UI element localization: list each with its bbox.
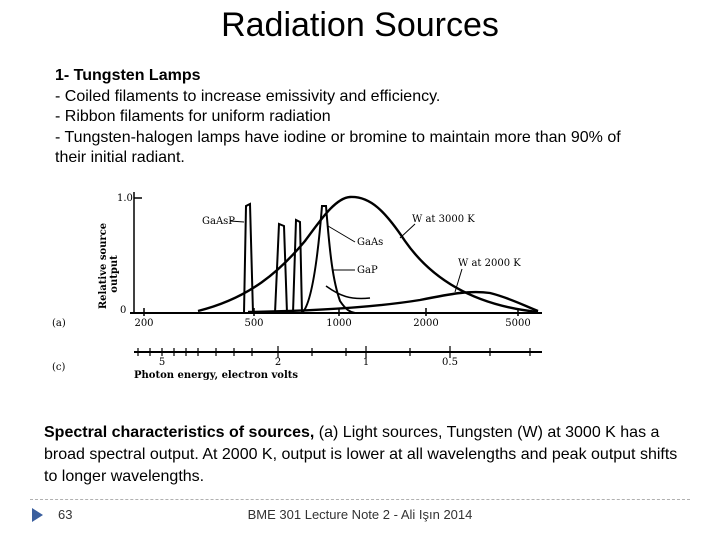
energy-tick-label: 0.5 (442, 357, 458, 368)
y-axis-label: Relative source (98, 223, 109, 309)
label-pointer (327, 225, 356, 243)
wavelength-tick-label: 500 (244, 318, 263, 329)
figure-caption: Spectral characteristics of sources, (a)… (44, 422, 694, 488)
wavelength-tick-label: 5000 (505, 318, 530, 329)
energy-ticks (137, 346, 531, 358)
label-pointer (399, 223, 416, 239)
energy-axis-label: Photon energy, electron volts (134, 370, 298, 381)
y-tick-bottom: 0 (120, 305, 126, 316)
bullet-line: - Ribbon filaments for uniform radiation (55, 108, 331, 125)
curve-label-gaasp: GaAsP (202, 216, 235, 227)
bullet-line: their initial radiant. (55, 149, 185, 166)
bullet-line: - Coiled filaments to increase emissivit… (55, 87, 441, 105)
wavelength-tick-label: 2000 (413, 318, 438, 329)
page-number: 63 (58, 507, 73, 522)
panel-label-c: (c) (52, 362, 66, 373)
arrow-bullet-icon (32, 508, 43, 522)
y-tick-top: 1.0 (117, 193, 133, 204)
energy-tick-label: 2 (275, 357, 281, 368)
label-pointer (454, 268, 463, 293)
footer-text: BME 301 Lecture Note 2 - Ali Işın 2014 (247, 507, 473, 522)
curve-peak (292, 218, 303, 314)
curve-label-w2000: W at 2000 K (458, 258, 521, 269)
curve-gaas (301, 205, 356, 314)
panel-label-a: (a) (52, 318, 66, 329)
slide-body: 1- Tungsten Lamps - Coiled filaments to … (55, 66, 705, 169)
footer-divider (30, 499, 690, 500)
energy-tick-label: 1 (363, 357, 369, 368)
caption-bold: Spectral characteristics of sources, (44, 424, 315, 441)
curve-w-3000k (197, 195, 539, 314)
curve-gap-peak (274, 222, 288, 314)
wavelength-tick-label: 1000 (326, 318, 351, 329)
label-pointer (229, 220, 245, 223)
caption-text: (a) Light sources, Tungsten (W) at 3000 … (44, 424, 678, 485)
curve-label-w3000: W at 3000 K (412, 214, 475, 225)
slide-footer: 63 BME 301 Lecture Note 2 - Ali Işın 201… (0, 506, 720, 526)
section-heading: 1- Tungsten Lamps (55, 67, 201, 84)
bullet-line: - Tungsten-halogen lamps have iodine or … (55, 128, 621, 146)
curve-w-2000k (247, 290, 539, 314)
slide-title: Radiation Sources (221, 6, 499, 44)
curve-label-gaas: GaAs (357, 237, 383, 248)
energy-tick-label: 5 (159, 357, 165, 368)
spectral-figure: Relative source output 1.0 0 200 500 100… (52, 192, 542, 381)
curve-label-gap: GaP (357, 265, 378, 276)
curve-gaasp (243, 202, 254, 314)
wavelength-tick-label: 200 (134, 318, 153, 329)
y-axis-label: output (109, 255, 120, 293)
curve-gap-tail (325, 285, 371, 300)
